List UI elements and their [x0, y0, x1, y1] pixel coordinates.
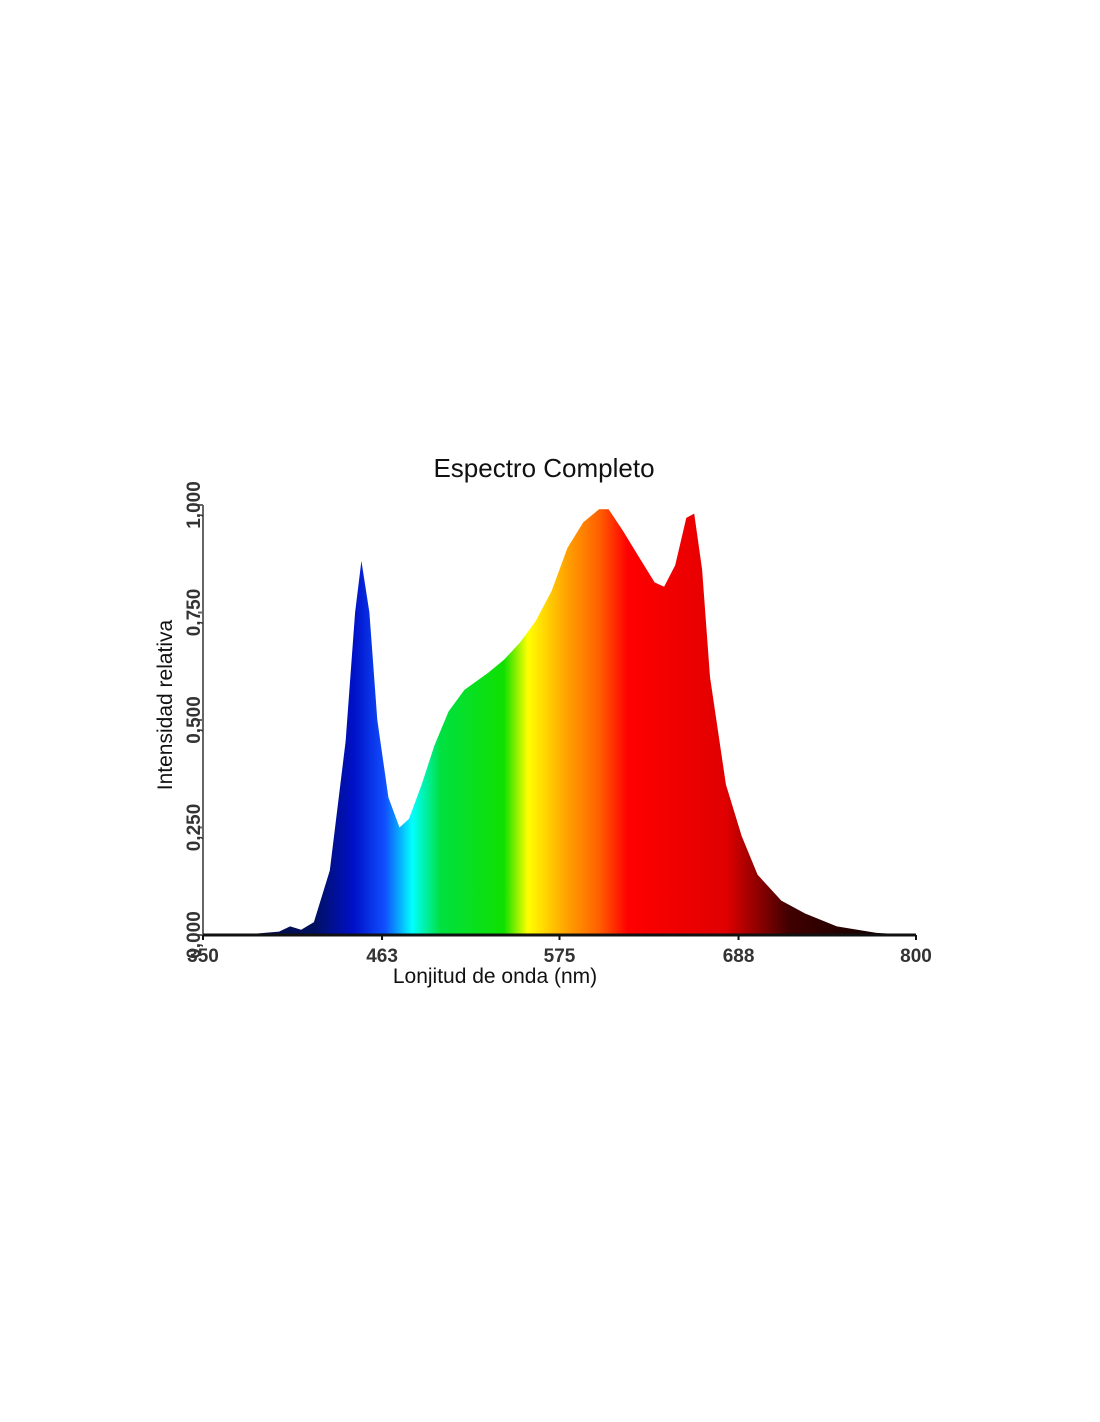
- x-axis-label: Lonjitud de onda (nm): [393, 965, 597, 988]
- x-tick-label: 575: [544, 946, 576, 967]
- y-tick-label: 0,750: [184, 589, 205, 637]
- y-axis-label: Intensidad relativa: [154, 619, 177, 790]
- x-tick-label: 463: [366, 946, 398, 967]
- y-tick-label: 0,500: [184, 696, 205, 744]
- chart-title: Espectro Completo: [433, 453, 654, 483]
- y-tick-label: 1,000: [184, 481, 205, 529]
- x-tick-label: 688: [723, 946, 755, 967]
- y-tick-label: 0,000: [184, 911, 205, 959]
- x-tick-label: 350: [187, 946, 219, 967]
- x-tick-label: 800: [900, 946, 932, 967]
- y-tick-label: 0,250: [184, 804, 205, 852]
- spectrum-area: [203, 509, 916, 935]
